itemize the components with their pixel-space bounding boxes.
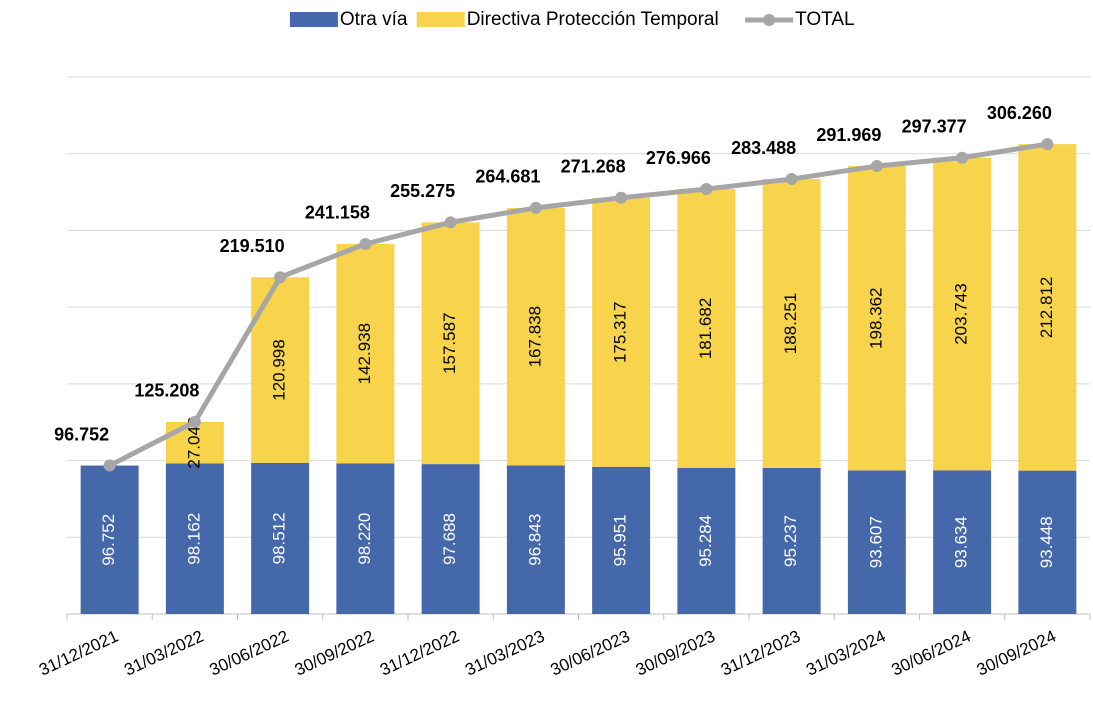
bar-value-label: 93.634 [952,516,971,568]
total-value-label: 255.275 [390,181,455,201]
bar-segment [506,465,565,614]
bar-value-label: 167.838 [525,306,544,367]
bar-segment [1018,144,1077,471]
bar-segment [336,243,395,464]
total-value-label: 291.969 [816,125,881,145]
total-value-label: 297.377 [902,116,967,136]
bar-segment [933,157,992,471]
bar-segment [677,189,736,468]
bar-value-label: 95.284 [696,515,715,567]
total-value-label: 276.966 [646,148,711,168]
legend-swatch [416,12,465,27]
x-tick-label: 31/12/2023 [718,626,803,679]
total-marker [359,237,372,250]
total-value-label: 219.510 [220,236,285,256]
bar-segment [762,467,821,614]
total-marker [615,191,628,204]
total-value-label: 125.208 [134,381,199,401]
total-value-label: 283.488 [731,138,796,158]
bar-segment [506,207,565,466]
bar-value-label: 175.317 [611,302,630,363]
total-marker [188,415,201,428]
total-marker [700,183,713,196]
bar-segment [677,467,736,614]
bar-segment [165,463,224,614]
x-tick-label: 30/06/2024 [889,626,974,679]
total-marker [444,216,457,229]
x-tick-label: 31/12/2021 [36,626,121,679]
bar-segment [80,465,139,614]
bar-value-label: 203.743 [952,283,971,344]
x-tick-label: 30/06/2022 [207,626,292,679]
total-line [108,141,1048,468]
bar-value-label: 96.752 [99,514,118,566]
bar-value-label: 157.587 [440,313,459,374]
bar-segment [933,470,992,614]
x-tick-label: 31/12/2022 [377,626,462,679]
x-tick-label: 30/09/2022 [292,626,377,679]
x-tick-label: 31/03/2024 [803,626,888,679]
legend-swatch [763,14,776,26]
total-marker [956,151,969,164]
bar-value-label: 97.688 [440,513,459,565]
total-marker [1041,138,1054,151]
bar-segment [336,463,395,614]
total-marker [529,201,542,214]
bar-segment [847,470,906,614]
bar-value-label: 93.607 [866,516,885,568]
bar-segment [251,462,310,614]
bar-value-label: 93.448 [1037,516,1056,568]
total-value-label: 241.158 [305,203,370,223]
bar-value-label: 198.362 [866,287,885,348]
legend: Otra vía Directiva Protección Temporal TOT… [289,9,855,30]
x-tick-label: 30/09/2023 [633,626,718,679]
bar-segment [421,222,480,465]
bar-value-label: 95.237 [781,515,800,567]
x-tick-label: 31/03/2022 [121,626,206,679]
bar-segment [592,197,651,467]
bar-segment [165,421,224,464]
bar-value-label: 181.682 [696,298,715,359]
legend-swatch [289,12,338,27]
total-marker [785,173,798,186]
total-marker [103,459,116,472]
bar-value-label: 96.843 [525,514,544,566]
bar-segment [421,464,480,614]
bar-segment [847,166,906,471]
total-value-label: 96.752 [54,424,109,444]
bar-value-label: 98.512 [270,512,289,564]
bar-segment [592,466,651,614]
total-marker [870,160,883,173]
bar-value-label: 142.938 [355,323,374,384]
bar-value-label: 120.998 [270,339,289,400]
bar-segment [762,179,821,468]
legend-label: TOTAL [795,9,854,30]
x-tick-label: 30/06/2023 [548,626,633,679]
x-tick-label: 31/03/2023 [462,626,547,679]
total-value-label: 306.260 [987,103,1052,123]
legend-label: Directiva Protección Temporal [467,9,719,30]
legend-label: Otra vía [340,9,408,30]
bar-value-label: 212.812 [1037,277,1056,338]
bar-value-label: 27.046 [184,417,203,469]
total-value-label: 271.268 [561,157,626,177]
total-marker [274,271,287,284]
bar-value-label: 98.220 [355,513,374,565]
total-value-label: 264.681 [475,167,540,187]
bar-value-label: 188.251 [781,293,800,354]
x-tick-label: 30/09/2024 [974,626,1059,679]
bar-value-label: 98.162 [184,513,203,565]
bar-segment [1018,470,1077,614]
bar-value-label: 95.951 [611,514,630,566]
